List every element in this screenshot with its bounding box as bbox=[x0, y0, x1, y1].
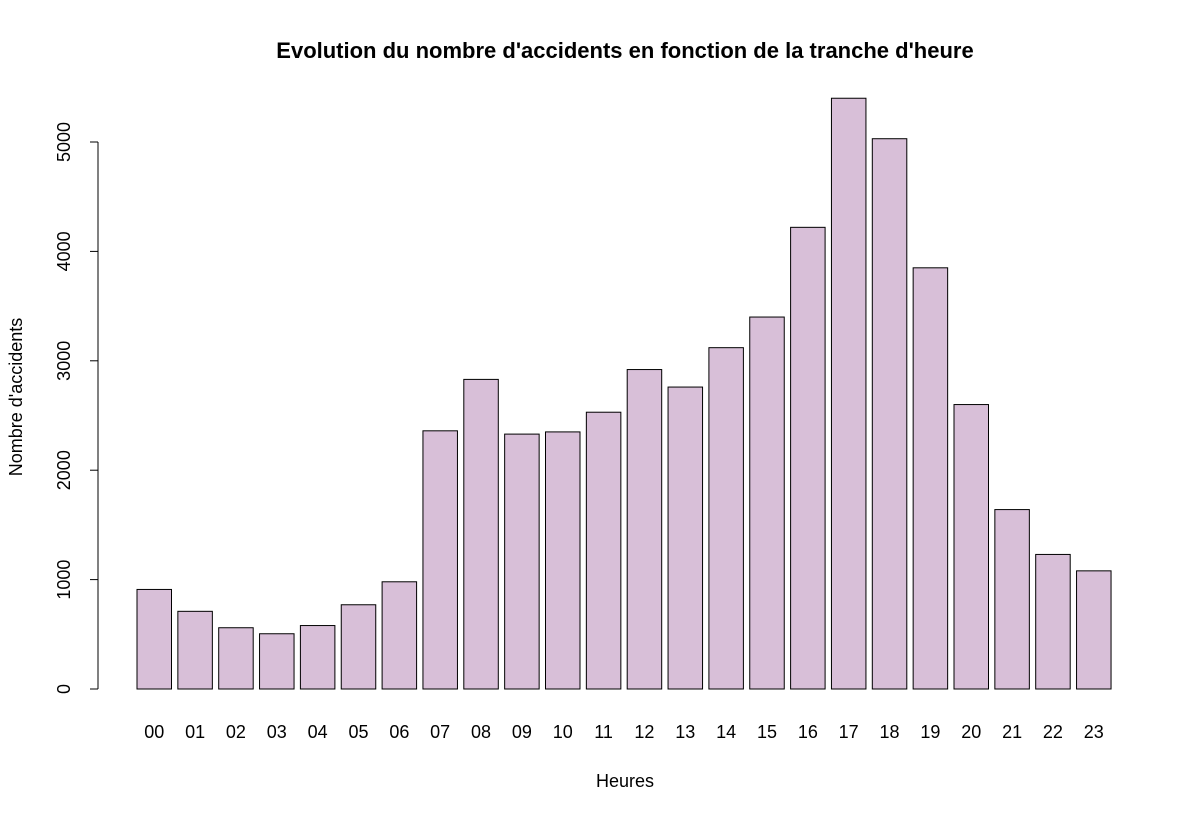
bar-03 bbox=[259, 633, 295, 690]
y-tick-label: 3000 bbox=[54, 341, 74, 381]
x-tick-label: 00 bbox=[144, 722, 164, 742]
x-tick-label: 19 bbox=[920, 722, 940, 742]
bar-01 bbox=[177, 610, 213, 690]
y-tick-label: 0 bbox=[54, 684, 74, 694]
x-tick-label: 10 bbox=[553, 722, 573, 742]
bar-07 bbox=[422, 430, 458, 690]
bar-18 bbox=[871, 138, 908, 690]
x-tick-label: 16 bbox=[798, 722, 818, 742]
bar-14 bbox=[708, 347, 744, 690]
x-tick-label: 06 bbox=[389, 722, 409, 742]
bar-22 bbox=[1035, 553, 1071, 690]
bar-02 bbox=[218, 627, 254, 690]
y-tick-label: 1000 bbox=[54, 560, 74, 600]
x-tick-label: 08 bbox=[471, 722, 491, 742]
y-axis: 0 1000 2000 3000 4000 5000 bbox=[54, 122, 99, 694]
bar-23 bbox=[1076, 570, 1112, 690]
x-tick-label: 04 bbox=[308, 722, 328, 742]
x-tick-label: 13 bbox=[675, 722, 695, 742]
bar-06 bbox=[381, 581, 418, 690]
y-tick-label: 2000 bbox=[54, 450, 74, 490]
chart-title: Evolution du nombre d'accidents en fonct… bbox=[276, 38, 973, 63]
y-axis-label: Nombre d'accidents bbox=[6, 318, 26, 477]
x-tick-label: 03 bbox=[267, 722, 287, 742]
bar-09 bbox=[504, 433, 540, 690]
bar-13 bbox=[667, 386, 704, 690]
x-tick-label: 14 bbox=[716, 722, 736, 742]
bar-20 bbox=[953, 404, 989, 690]
x-tick-label: 02 bbox=[226, 722, 246, 742]
x-tick-label: 23 bbox=[1084, 722, 1104, 742]
x-axis-label: Heures bbox=[596, 771, 654, 791]
x-tick-label: 21 bbox=[1002, 722, 1022, 742]
x-tick-label: 17 bbox=[839, 722, 859, 742]
x-tick-label: 22 bbox=[1043, 722, 1063, 742]
x-tick-label: 05 bbox=[348, 722, 368, 742]
x-tick-label: 01 bbox=[185, 722, 205, 742]
x-tick-label: 20 bbox=[961, 722, 981, 742]
bar-15 bbox=[749, 316, 785, 690]
y-tick-label: 4000 bbox=[54, 231, 74, 271]
x-tick-label: 09 bbox=[512, 722, 532, 742]
bar-17 bbox=[830, 97, 867, 690]
x-tick-label: 11 bbox=[594, 722, 613, 742]
bar-10 bbox=[545, 431, 581, 690]
bar-00 bbox=[136, 588, 172, 690]
bar-19 bbox=[912, 267, 949, 690]
bar-21 bbox=[994, 509, 1030, 690]
bar-12 bbox=[626, 369, 663, 690]
x-tick-label: 18 bbox=[880, 722, 900, 742]
bar-04 bbox=[299, 625, 336, 690]
bar-08 bbox=[463, 378, 499, 690]
x-tick-label: 12 bbox=[634, 722, 654, 742]
bar-11 bbox=[585, 411, 622, 690]
x-tick-labels: 00 01 02 03 04 05 06 07 08 09 10 11 12 13 14 15 16 17 18 19… bbox=[144, 722, 1104, 742]
bar-16 bbox=[790, 226, 826, 690]
bar-05 bbox=[340, 604, 377, 690]
y-tick-label: 5000 bbox=[54, 122, 74, 162]
bars-group bbox=[136, 97, 1112, 690]
x-tick-label: 15 bbox=[757, 722, 777, 742]
x-tick-label: 07 bbox=[430, 722, 450, 742]
